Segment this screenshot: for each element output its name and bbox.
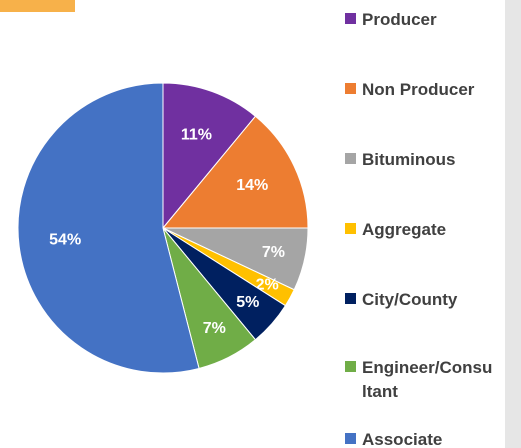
legend-item: Aggregate — [345, 218, 500, 242]
header-tab — [0, 0, 75, 12]
pie-slice — [161, 115, 309, 229]
legend-label: City/County — [362, 290, 458, 309]
data-label: 2% — [256, 276, 279, 293]
legend-item: Producer — [345, 8, 500, 32]
legend-swatch — [345, 13, 356, 24]
data-label: 7% — [203, 320, 226, 337]
legend-label: Aggregate — [362, 220, 447, 239]
legend-item: Bituminous — [345, 148, 500, 172]
legend-swatch — [345, 153, 356, 164]
scroll-strip — [505, 0, 521, 448]
data-label: 11% — [181, 126, 212, 143]
legend-swatch — [345, 223, 356, 234]
legend-label: Engineer/Consultant — [362, 358, 493, 401]
pie-slice — [17, 82, 200, 374]
legend-item: City/County — [345, 288, 500, 312]
legend-label: Producer — [362, 10, 437, 29]
legend-label: Associate — [362, 430, 443, 448]
legend-item: Non Producer — [345, 78, 500, 102]
legend-label: Non Producer — [362, 80, 475, 99]
legend-swatch — [345, 361, 356, 372]
data-label: 5% — [236, 294, 259, 311]
legend-item: Engineer/Consultant — [345, 356, 500, 404]
legend-label: Bituminous — [362, 150, 456, 169]
data-label: 7% — [262, 244, 285, 261]
data-label: 54% — [49, 232, 81, 249]
legend-swatch — [345, 433, 356, 444]
pie-slice — [162, 82, 257, 230]
pie-area: 11% 14% 7% 2%5% 7% 54% — [17, 82, 309, 374]
data-label: 14% — [236, 177, 268, 194]
legend-item: Associate — [345, 428, 500, 448]
legend-swatch — [345, 293, 356, 304]
legend-swatch — [345, 83, 356, 94]
